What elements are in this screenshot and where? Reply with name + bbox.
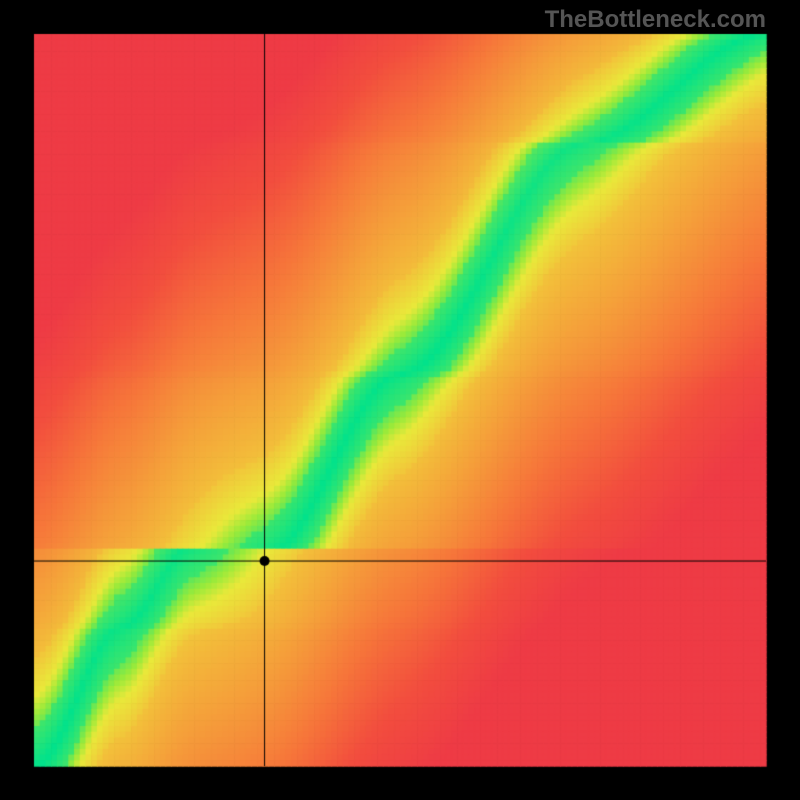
watermark-text: TheBottleneck.com <box>545 6 766 34</box>
bottleneck-heatmap <box>0 0 800 800</box>
